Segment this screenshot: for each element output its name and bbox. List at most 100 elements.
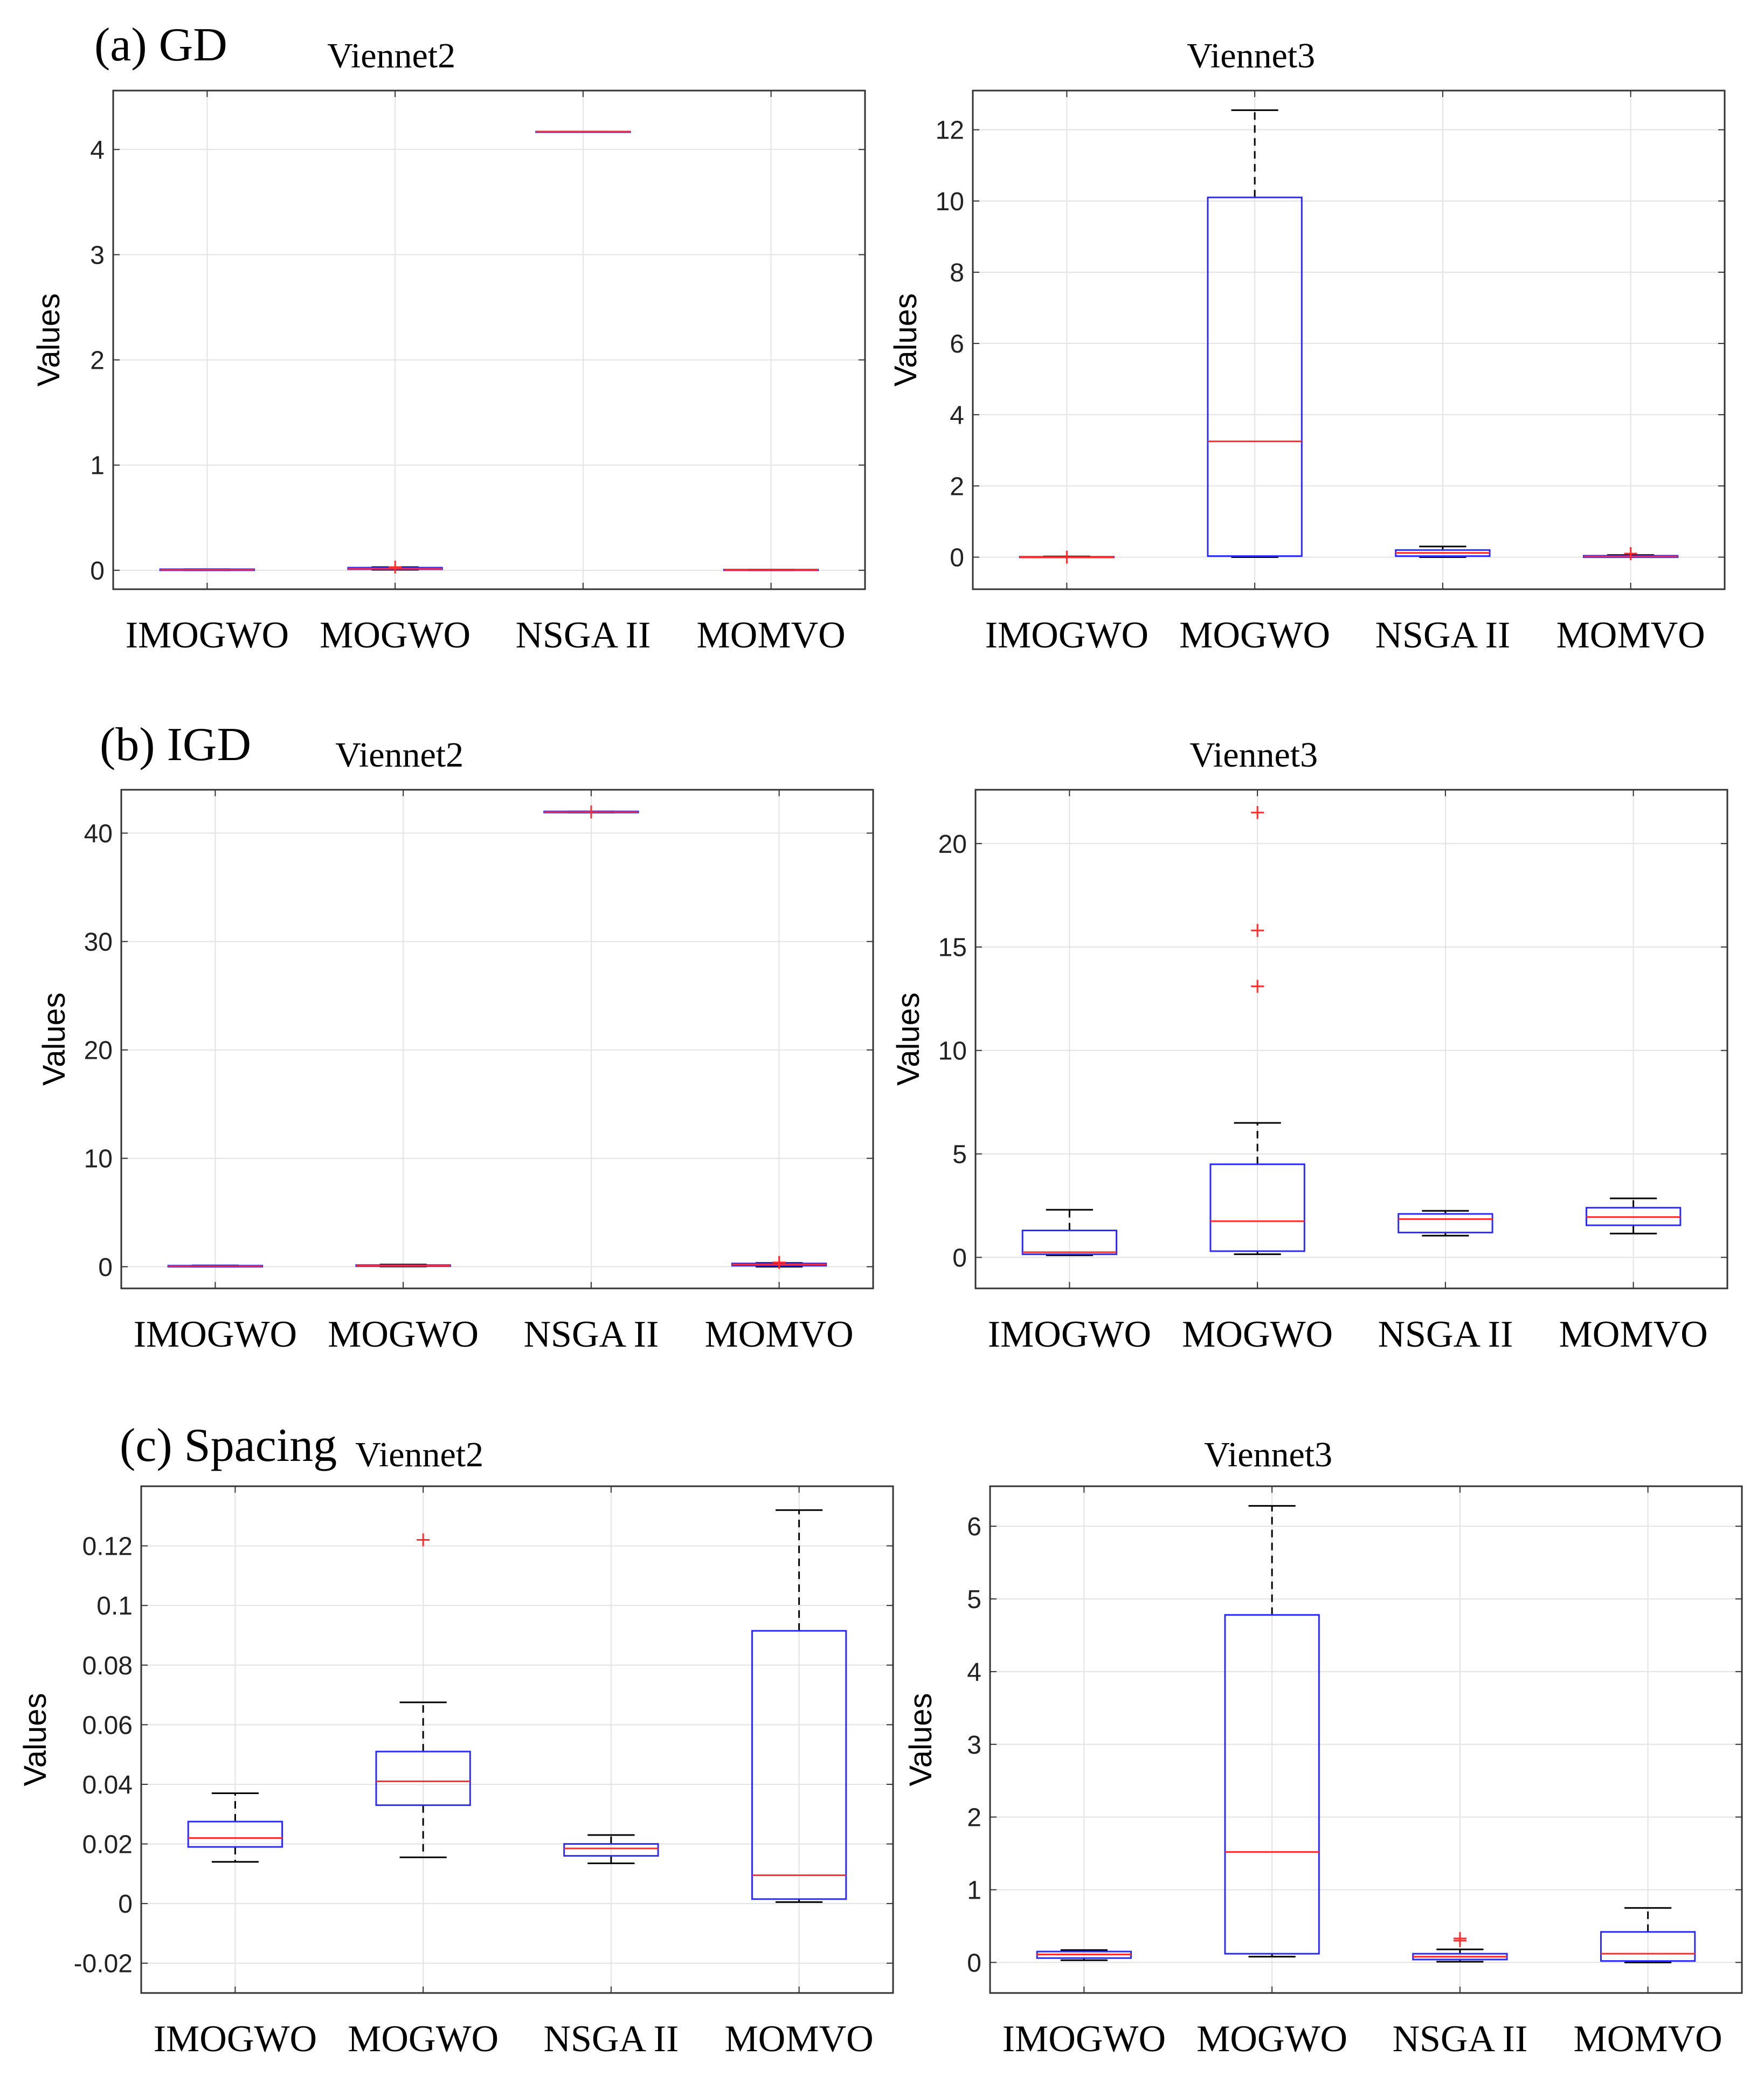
y-tick-label: 0 (118, 1890, 133, 1919)
x-tick-label: MOMVO (1574, 2018, 1723, 2060)
y-tick-label: 3 (90, 241, 105, 270)
outlier-marker (389, 561, 402, 574)
y-tick-label: 10 (938, 1037, 967, 1066)
iqr-box (1207, 196, 1303, 557)
axes-frame (120, 789, 874, 1289)
y-tick-label: 20 (84, 1037, 113, 1065)
boxplot-panel: -0.02 0 0.02 0.04 0.06 0.08 0.1 0.12 IMOGWO MOGWO… (18, 1435, 894, 2060)
x-tick-label: NSGA II (1392, 2018, 1527, 2060)
plot-title: Viennet3 (1189, 735, 1318, 775)
x-tick-label: IMOGWO (988, 1314, 1151, 1355)
box-imogwo (167, 1264, 264, 1268)
y-tick-label: 1 (967, 1876, 981, 1905)
box-mogwo (375, 1533, 471, 1858)
x-tick-label: MOGWO (1182, 1314, 1333, 1355)
box-mogwo (1224, 1505, 1320, 1958)
y-tick-label: 15 (938, 934, 967, 962)
y-tick-label: 0.04 (82, 1771, 133, 1799)
y-tick-label: 10 (84, 1145, 113, 1174)
y-tick-label: 0.08 (82, 1652, 133, 1680)
y-tick-label: 3 (967, 1731, 981, 1760)
x-tick-label: NSGA II (523, 1314, 659, 1355)
y-tick-label: 0.02 (82, 1831, 133, 1859)
section-label-spacing: (c) Spacing (120, 1419, 337, 1472)
y-tick-label: 30 (84, 928, 113, 957)
y-axis-label: Values (891, 992, 926, 1086)
box-nsga-ii (563, 1834, 659, 1864)
y-tick-label: 2 (950, 472, 964, 501)
box-imogwo (159, 568, 255, 571)
y-tick-label: 1 (90, 452, 105, 480)
y-tick-label: 6 (967, 1513, 981, 1541)
box-momvo (1600, 1907, 1696, 1963)
y-tick-label: 2 (967, 1804, 981, 1832)
x-tick-label: IMOGWO (1002, 2018, 1166, 2060)
x-tick-label: IMOGWO (126, 615, 289, 656)
outlier-marker (1251, 924, 1264, 937)
y-tick-label: 4 (90, 136, 105, 164)
outlier-marker (417, 1533, 430, 1547)
iqr-box (563, 1843, 659, 1857)
outlier-marker (1624, 547, 1637, 560)
x-tick-label: MOGWO (328, 1314, 479, 1355)
outlier-marker (1251, 806, 1264, 819)
plot-title: Viennet2 (335, 735, 464, 775)
outlier-marker (1453, 1932, 1466, 1945)
axes-frame (974, 789, 1728, 1289)
plot-area (121, 790, 873, 1288)
y-tick-label: 0.12 (82, 1533, 133, 1561)
box-imogwo (1036, 1949, 1132, 1961)
box-nsga-ii (1412, 1932, 1508, 1963)
boxplot-panel: 0 1 2 3 4 5 6 IMOGWO MOGWO NSGA II MOMVO Viennet3 Va… (903, 1435, 1743, 2060)
iqr-box (1600, 1931, 1696, 1962)
axes-frame (112, 89, 866, 590)
y-tick-label: 20 (938, 830, 967, 859)
x-tick-label: IMOGWO (134, 1314, 297, 1355)
iqr-box (1224, 1614, 1320, 1955)
box-momvo (751, 1509, 847, 1903)
box-imogwo (187, 1792, 283, 1863)
y-tick-label: 0 (98, 1253, 113, 1282)
boxplot-panel: 0 5 10 15 20 IMOGWO MOGWO NSGA II MOMVO Viennet3 V… (891, 735, 1728, 1355)
plot-title: Viennet3 (1204, 1435, 1332, 1474)
x-tick-label: MOMVO (697, 615, 846, 656)
x-tick-label: MOGWO (320, 615, 471, 656)
y-axis-label: Values (888, 293, 923, 387)
x-tick-label: NSGA II (543, 2018, 679, 2060)
iqr-box (375, 1750, 471, 1806)
x-tick-label: MOGWO (1179, 615, 1330, 656)
y-tick-label: 8 (950, 259, 964, 287)
boxplot-panel: 0 2 4 6 8 10 12 IMOGWO MOGWO NSGA II MOMVO Viennet3… (888, 36, 1726, 656)
box-mogwo (347, 561, 443, 574)
iqr-box (1209, 1163, 1305, 1252)
x-tick-label: IMOGWO (154, 2018, 317, 2060)
x-tick-label: MOMVO (705, 1314, 854, 1355)
iqr-box (751, 1630, 847, 1900)
y-tick-label: 0 (952, 1244, 967, 1272)
y-tick-label: 0 (967, 1949, 981, 1977)
x-tick-label: NSGA II (515, 615, 651, 656)
y-axis-label: Values (31, 293, 66, 387)
box-imogwo (1019, 550, 1115, 564)
plot-area (976, 790, 1727, 1288)
x-tick-label: MOMVO (1559, 1314, 1708, 1355)
section-label-igd: (b) IGD (100, 719, 251, 771)
axes-frame (972, 89, 1726, 590)
axes-frame (140, 1485, 894, 1994)
box-nsga-ii (1395, 546, 1491, 558)
axes-frame (989, 1485, 1743, 1994)
outlier-marker (772, 1256, 786, 1269)
plot-title: Viennet2 (355, 1435, 483, 1474)
boxplot-panel: 0 1 2 3 4 IMOGWO MOGWO NSGA II MOMVO Viennet2 Valu… (31, 36, 866, 656)
x-tick-label: IMOGWO (985, 615, 1149, 656)
x-tick-label: MOMVO (1557, 615, 1705, 656)
y-axis-label: Values (903, 1693, 938, 1786)
box-nsga-ii (1398, 1210, 1493, 1237)
plot-title: Viennet3 (1187, 36, 1315, 75)
outlier-marker (1060, 550, 1074, 564)
y-tick-label: 12 (936, 116, 964, 145)
y-tick-label: 4 (967, 1658, 981, 1687)
y-axis-label: Values (37, 992, 72, 1086)
plot-area (141, 1486, 893, 1993)
